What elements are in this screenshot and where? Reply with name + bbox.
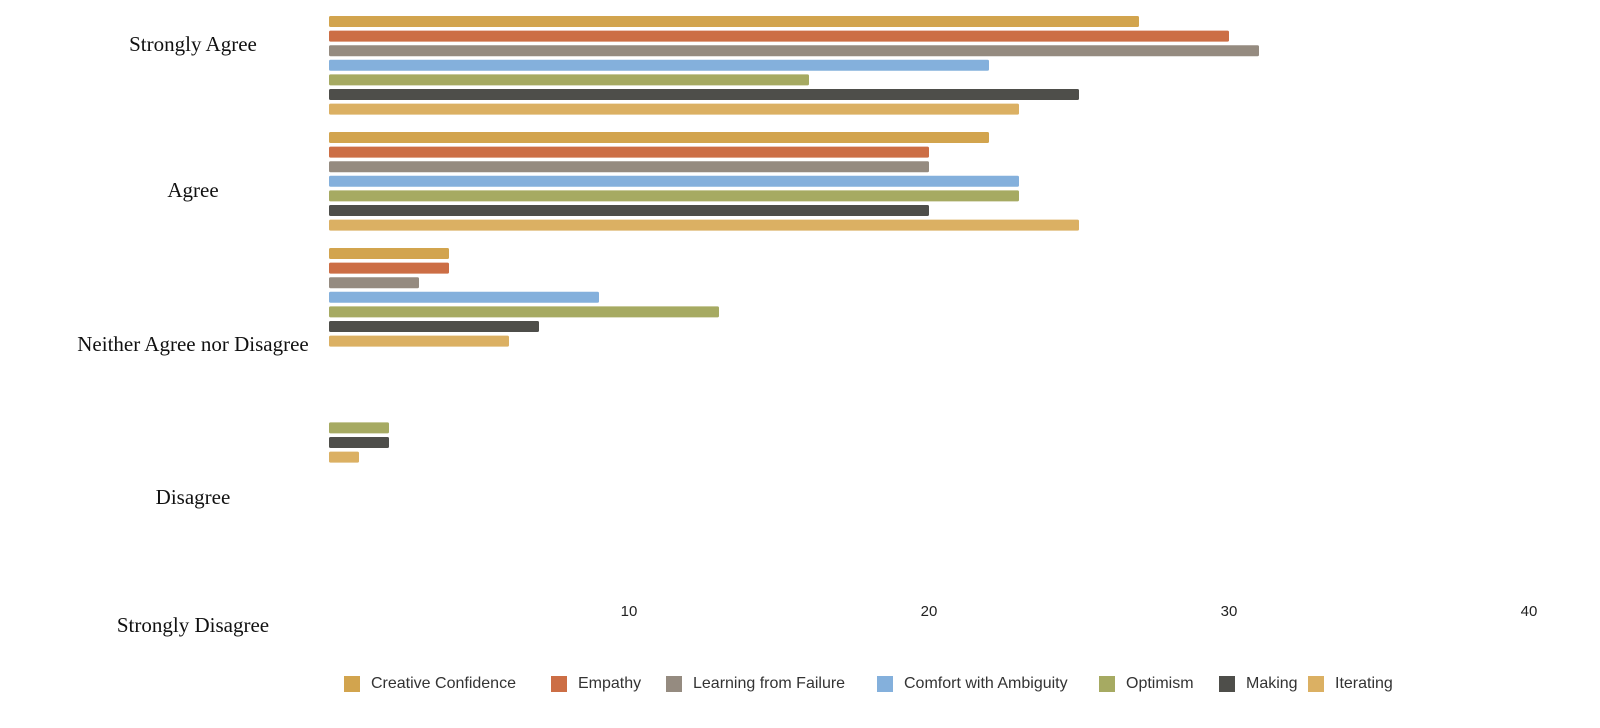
legend-swatch (1219, 676, 1235, 692)
legend-label: Making (1246, 675, 1298, 692)
bar (329, 248, 449, 259)
bar (329, 103, 1019, 115)
bar (329, 89, 1079, 100)
category-label: Disagree (156, 485, 231, 509)
bar (329, 277, 419, 289)
x-tick-label: 40 (1521, 603, 1538, 620)
legend-swatch (344, 676, 360, 692)
legend-item: Empathy (551, 675, 641, 692)
bar (329, 74, 809, 86)
legend-item: Learning from Failure (666, 675, 845, 692)
bar (329, 59, 989, 71)
x-tick-label: 30 (1221, 603, 1238, 620)
legend-label: Empathy (578, 675, 641, 692)
category-label: Neither Agree nor Disagree (77, 332, 308, 356)
bar (329, 451, 359, 463)
legend-item: Comfort with Ambiguity (877, 675, 1068, 692)
legend-label: Creative Confidence (371, 675, 516, 692)
category-label: Strongly Agree (129, 32, 257, 56)
bar (329, 422, 389, 434)
bar (329, 291, 599, 303)
bars-layer (329, 16, 1259, 463)
legend-swatch (1099, 676, 1115, 692)
bar (329, 205, 929, 216)
bar (329, 161, 929, 173)
bar (329, 321, 539, 332)
x-tick-label: 20 (921, 603, 938, 620)
bar (329, 437, 389, 448)
legend-label: Comfort with Ambiguity (904, 675, 1068, 692)
legend-item: Iterating (1308, 675, 1393, 692)
legend-swatch (551, 676, 567, 692)
bar (329, 16, 1139, 27)
bar (329, 132, 989, 143)
legend-label: Learning from Failure (693, 675, 845, 692)
legend-item: Making (1219, 675, 1298, 692)
bar (329, 219, 1079, 231)
legend-item: Creative Confidence (344, 675, 516, 692)
legend-label: Iterating (1335, 675, 1393, 692)
bar (329, 146, 929, 158)
legend-swatch (877, 676, 893, 692)
bar (329, 190, 1019, 202)
legend: Creative Confidence Empathy Learning from … (344, 675, 1393, 692)
bar (329, 306, 719, 318)
legend-swatch (1308, 676, 1324, 692)
x-tick-label: 10 (621, 603, 638, 620)
bar (329, 262, 449, 274)
category-labels: Strongly Agree Agree Neither Agree nor Dis… (77, 32, 308, 637)
category-label: Agree (167, 178, 218, 202)
bar (329, 45, 1259, 57)
bar (329, 175, 1019, 187)
x-axis-ticks: 10 20 30 40 (621, 603, 1538, 620)
legend-item: Optimism (1099, 675, 1194, 692)
legend-label: Optimism (1126, 675, 1194, 692)
bar (329, 30, 1229, 42)
bar (329, 335, 509, 347)
category-label: Strongly Disagree (117, 613, 269, 637)
legend-swatch (666, 676, 682, 692)
